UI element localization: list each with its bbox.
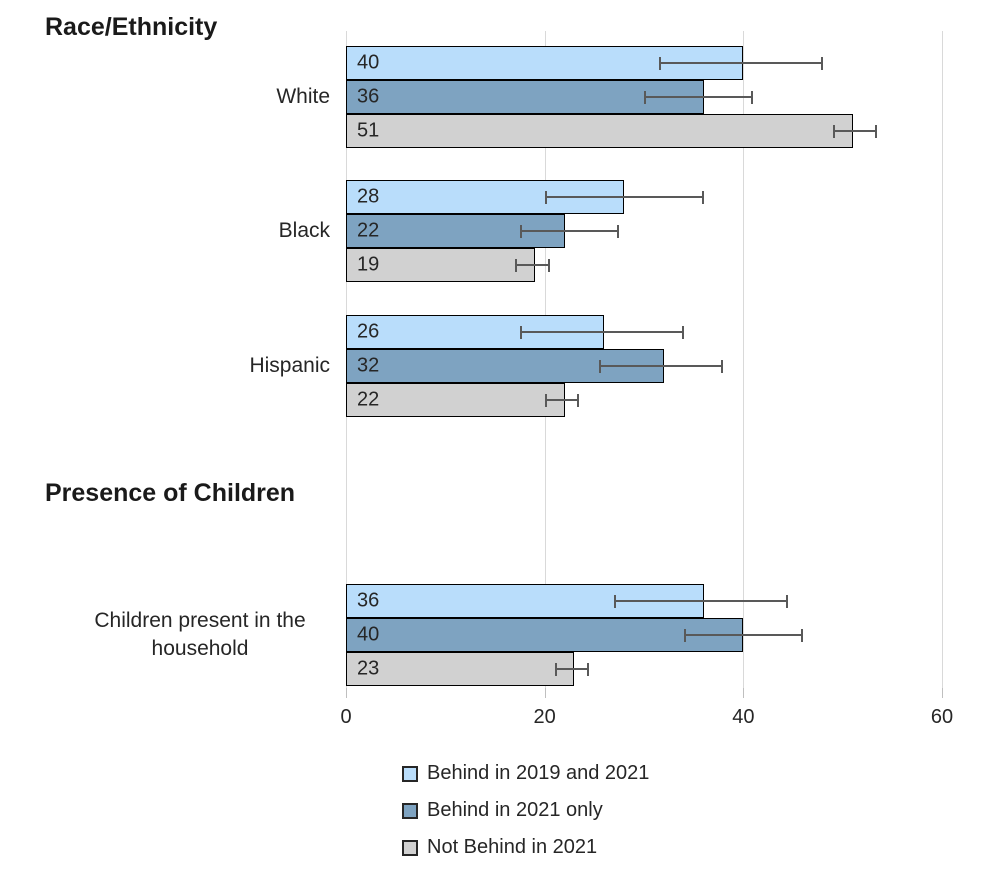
axis-tick-0 — [346, 688, 347, 698]
error-bar-cap — [786, 594, 789, 608]
legend-item-3: Not Behind in 2021 — [402, 829, 649, 866]
error-bar-cap — [519, 325, 522, 339]
error-bar-cap — [832, 124, 835, 138]
error-bar — [544, 190, 704, 204]
gridline-60 — [942, 31, 943, 688]
bar-value-label: 23 — [357, 657, 380, 680]
error-bar-cap — [587, 662, 590, 676]
error-bar-cap — [617, 224, 620, 238]
error-bar — [514, 258, 550, 272]
bar-value-label: 22 — [357, 388, 380, 411]
bar-white-series2: 36 — [346, 80, 704, 114]
error-bar — [614, 594, 789, 608]
legend-item-2: Behind in 2021 only — [402, 792, 649, 829]
legend-item-1: Behind in 2019 and 2021 — [402, 755, 649, 792]
error-bar-cap — [820, 56, 823, 70]
bar-value-label: 32 — [357, 354, 380, 377]
legend-label: Not Behind in 2021 — [427, 836, 598, 858]
legend-swatch-icon — [402, 839, 418, 856]
gridline-40 — [743, 31, 745, 688]
error-bar-line — [683, 634, 803, 636]
error-bar-cap — [577, 393, 580, 407]
category-label: Hispanic — [28, 315, 330, 417]
error-bar-cap — [644, 90, 646, 104]
error-bar-cap — [554, 662, 557, 676]
bar-black-series3: 19 — [346, 248, 535, 282]
axis-tick-40 — [743, 688, 745, 698]
error-bar-cap — [721, 359, 724, 373]
category-label: White — [28, 46, 330, 148]
error-bar-line — [544, 399, 580, 401]
error-bar-cap — [658, 56, 661, 70]
error-bar-cap — [547, 258, 550, 272]
error-bar — [683, 628, 803, 642]
bar-value-label: 40 — [357, 623, 380, 646]
error-bar-line — [832, 130, 878, 132]
bar-value-label: 19 — [357, 253, 380, 276]
error-bar-cap — [875, 124, 878, 138]
error-bar-line — [519, 331, 684, 333]
error-bar-cap — [614, 594, 617, 608]
bar-hispanic-series3: 22 — [346, 383, 565, 417]
bar-value-label: 36 — [357, 589, 380, 612]
error-bar — [544, 393, 580, 407]
error-bar-cap — [599, 359, 602, 373]
bar-value-label: 28 — [357, 185, 380, 208]
error-bar-line — [519, 230, 620, 232]
error-bar-line — [544, 196, 704, 198]
error-bar — [519, 224, 620, 238]
category-label-text: White — [276, 84, 330, 108]
bar-children-series3: 23 — [346, 652, 575, 686]
bar-value-label: 51 — [357, 119, 380, 142]
error-bar-line — [554, 668, 590, 670]
error-bar-line — [658, 62, 823, 64]
error-bar — [658, 56, 823, 70]
bar-children-series2: 40 — [346, 618, 744, 652]
category-label-text: Children present in the household — [94, 608, 306, 660]
category-label-text: Black — [278, 218, 330, 242]
error-bar-line — [644, 96, 754, 98]
axis-tick-label-60: 60 — [930, 706, 954, 728]
error-bar-cap — [683, 628, 686, 642]
section-title-presence-of-children: Presence of Children — [45, 479, 296, 507]
error-bar-cap — [681, 325, 684, 339]
bar-value-label: 22 — [357, 219, 380, 242]
axis-tick-label-20: 20 — [533, 706, 556, 728]
bar-value-label: 36 — [357, 85, 380, 108]
legend-swatch-icon — [402, 802, 418, 819]
section-title-race-ethnicity: Race/Ethnicity — [45, 13, 218, 41]
error-bar — [554, 662, 590, 676]
axis-tick-label-0: 0 — [340, 706, 352, 728]
error-bar-line — [614, 600, 789, 602]
legend: Behind in 2019 and 2021 Behind in 2021 on… — [402, 755, 649, 866]
error-bar — [644, 90, 754, 104]
bar-white-series3: 51 — [346, 114, 853, 148]
legend-swatch-icon — [402, 765, 418, 782]
error-bar-cap — [519, 224, 522, 238]
axis-tick-60 — [942, 688, 943, 698]
bar-value-label: 40 — [357, 51, 380, 74]
error-bar-line — [599, 365, 724, 367]
axis-tick-20 — [544, 688, 546, 698]
error-bar — [832, 124, 878, 138]
error-bar — [519, 325, 684, 339]
error-bar-cap — [800, 628, 803, 642]
category-label: Black — [28, 180, 330, 282]
axis-tick-label-40: 40 — [732, 706, 755, 728]
error-bar-cap — [514, 258, 517, 272]
legend-label: Behind in 2021 only — [427, 799, 603, 821]
error-bar-line — [514, 264, 550, 266]
category-label-text: Hispanic — [249, 353, 330, 377]
error-bar-cap — [701, 190, 704, 204]
error-bar-cap — [544, 190, 547, 204]
error-bar-cap — [544, 393, 547, 407]
error-bar-cap — [751, 90, 754, 104]
error-bar — [599, 359, 724, 373]
category-label: Children present in the household — [28, 584, 330, 686]
bar-value-label: 26 — [357, 320, 380, 343]
legend-label: Behind in 2019 and 2021 — [427, 762, 650, 784]
